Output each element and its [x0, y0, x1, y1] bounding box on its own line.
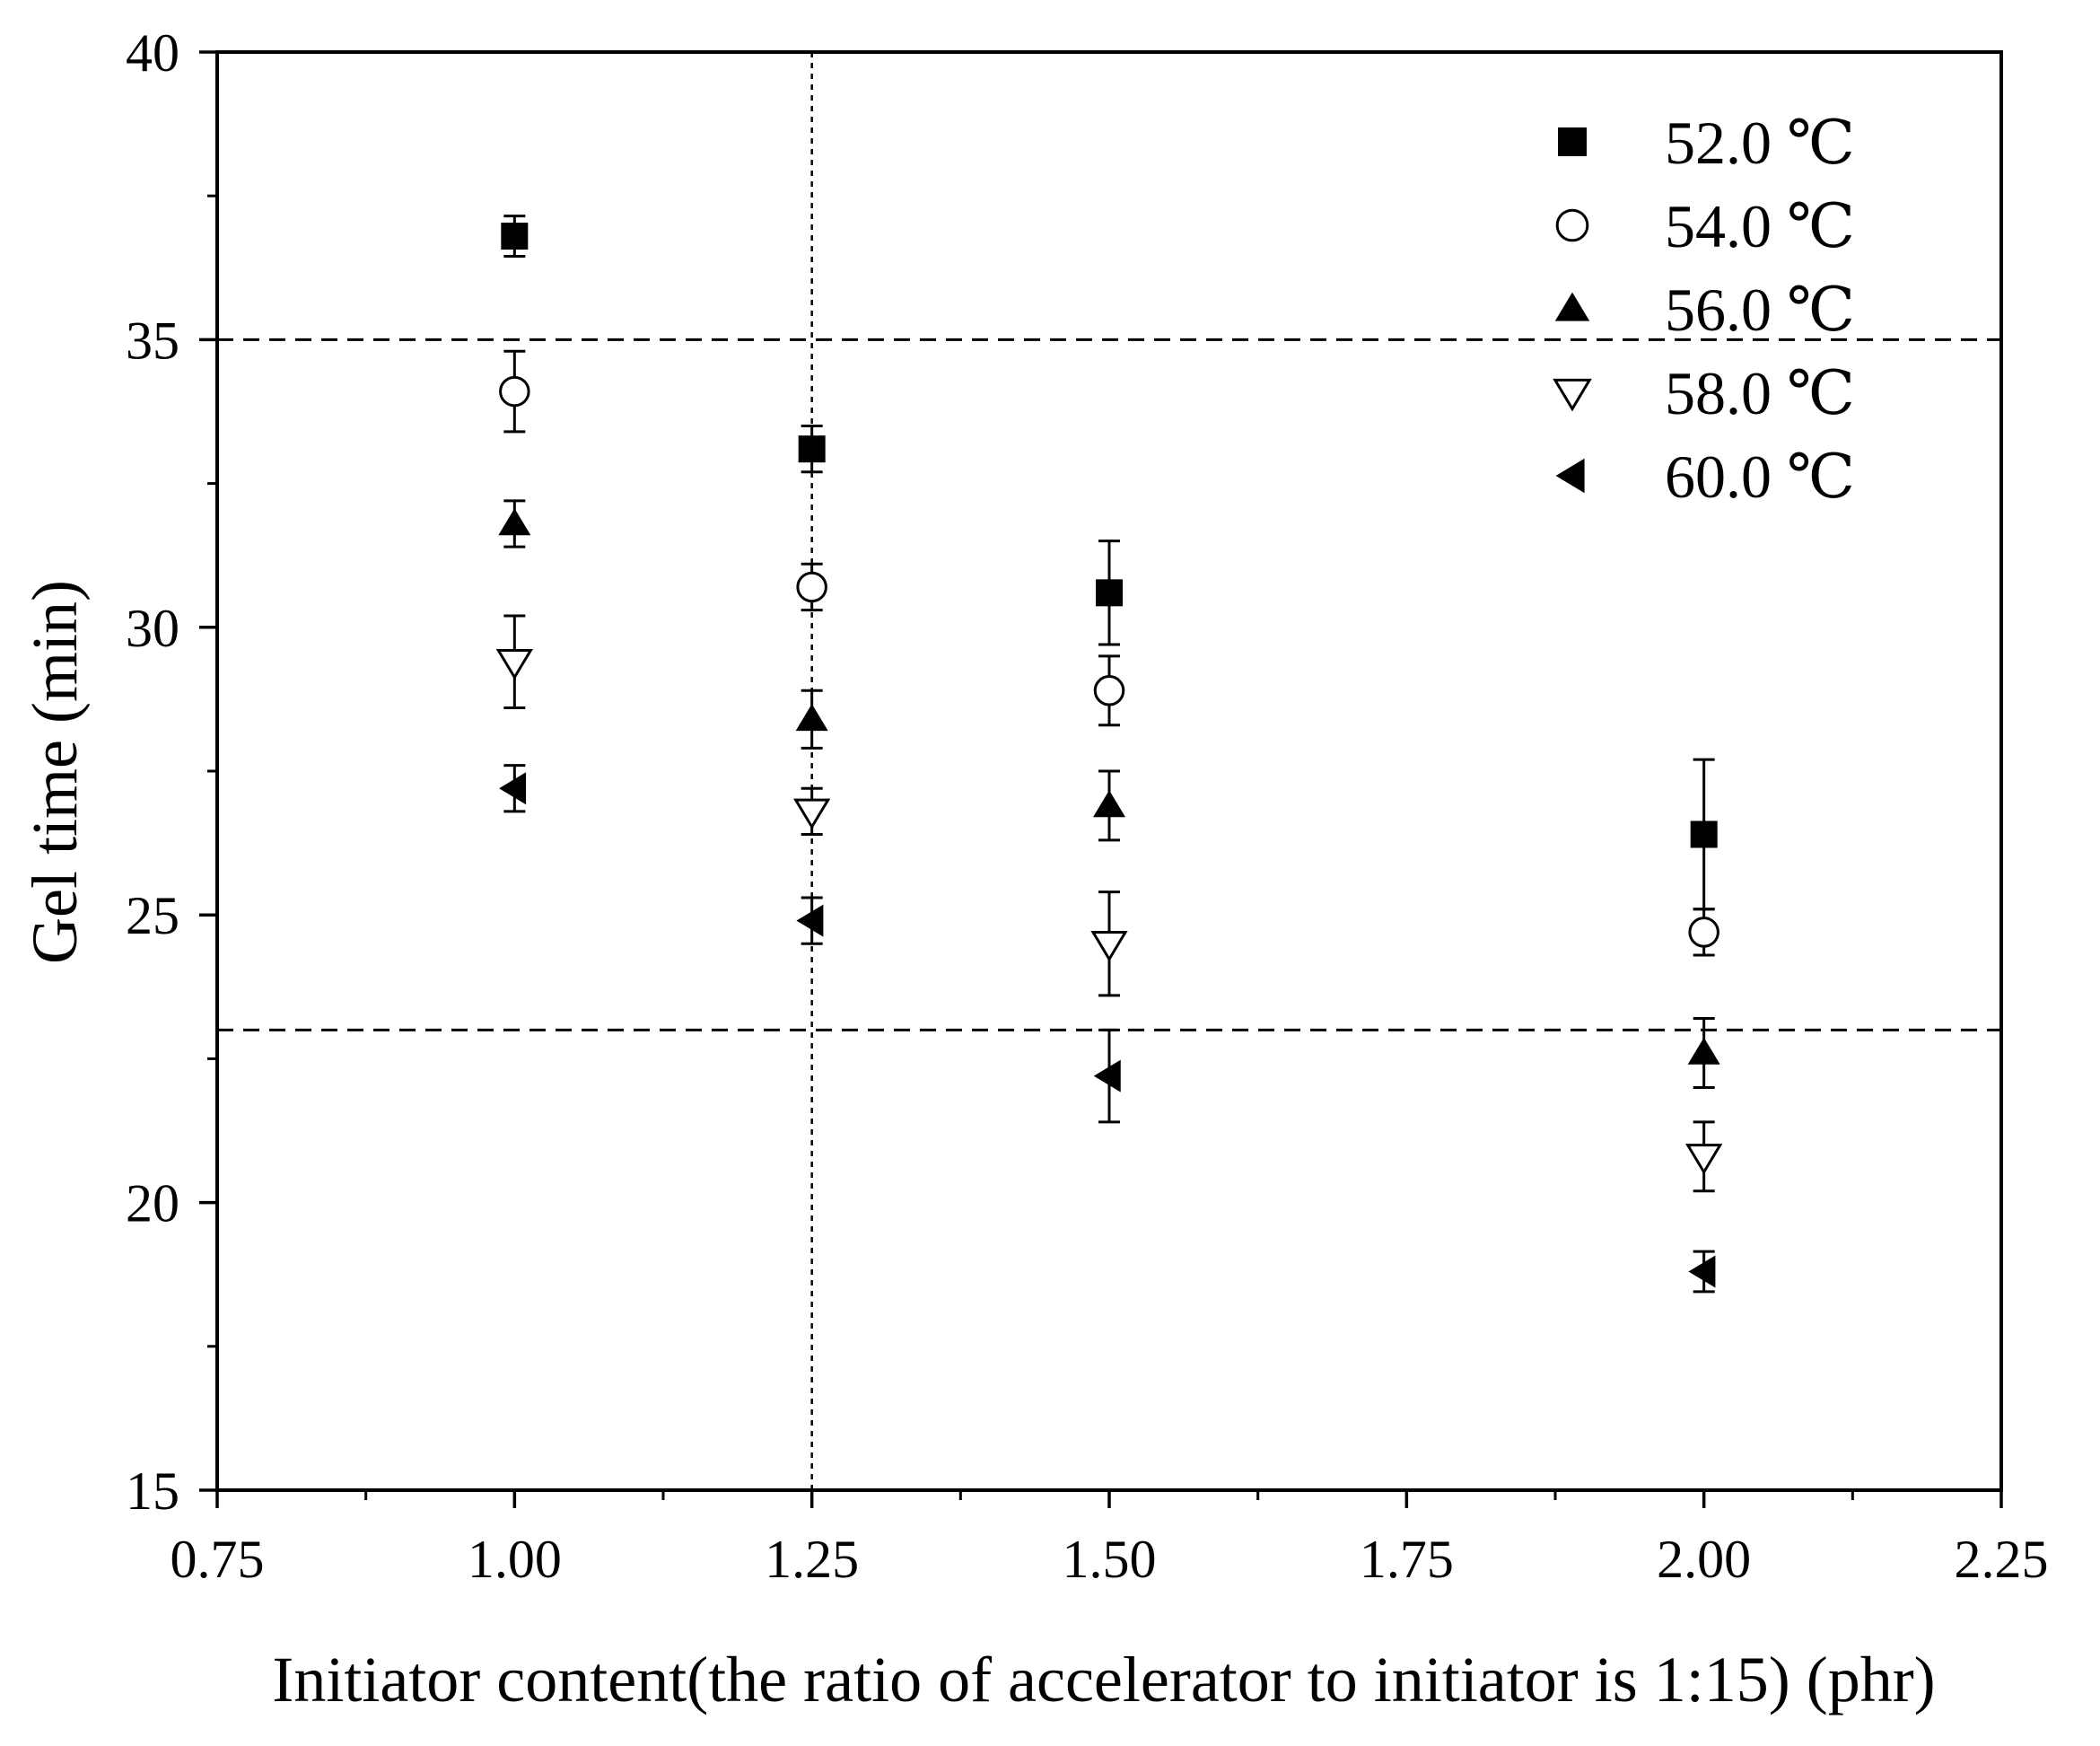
data-point — [1688, 1255, 1716, 1288]
x-tick-label: 0.75 — [171, 1530, 265, 1589]
legend-marker — [1555, 458, 1585, 494]
legend-marker — [1558, 127, 1587, 156]
series-0 — [501, 215, 1718, 911]
x-tick-label: 1.50 — [1063, 1530, 1157, 1589]
series-4 — [499, 764, 1716, 1294]
data-point — [793, 798, 831, 830]
series-2 — [498, 499, 1720, 1089]
legend-label: 52.0 ℃ — [1665, 109, 1855, 177]
legend-marker — [1554, 292, 1590, 321]
y-axis-title: Gel time (min) — [19, 580, 91, 964]
series-1 — [499, 349, 1719, 957]
data-point — [796, 904, 824, 937]
y-tick-label: 20 — [126, 1174, 179, 1233]
legend-entry-1: 54.0 ℃ — [1555, 192, 1855, 260]
data-point — [1690, 820, 1718, 848]
data-point — [795, 704, 828, 732]
series-3 — [495, 614, 1723, 1193]
data-point — [1096, 579, 1123, 607]
legend-entry-4: 60.0 ℃ — [1555, 443, 1855, 511]
y-tick-label: 30 — [126, 599, 179, 658]
data-point — [1090, 930, 1128, 962]
legend-label: 56.0 ℃ — [1665, 276, 1855, 344]
axis-ticks — [199, 50, 2003, 1508]
legend-label: 58.0 ℃ — [1665, 359, 1855, 427]
y-tick-label: 25 — [126, 886, 179, 945]
data-point — [501, 223, 529, 250]
x-tick-label: 1.00 — [468, 1530, 562, 1589]
data-points — [495, 215, 1723, 1294]
legend-marker — [1555, 208, 1589, 242]
data-point — [1687, 1037, 1720, 1065]
data-point — [1093, 1059, 1121, 1092]
data-point — [796, 571, 827, 603]
data-point — [1688, 917, 1719, 948]
legend-entry-2: 56.0 ℃ — [1554, 276, 1855, 344]
legend-entry-0: 52.0 ℃ — [1558, 109, 1855, 177]
legend-marker — [1553, 378, 1592, 412]
y-tick-label: 35 — [126, 311, 179, 370]
y-tick-label: 40 — [126, 23, 179, 83]
legend-label: 60.0 ℃ — [1665, 443, 1855, 511]
legend: 52.0 ℃ 54.0 ℃ 56.0 ℃ 58.0 ℃ 60.0 ℃ — [1553, 109, 1855, 511]
legend-label: 54.0 ℃ — [1665, 192, 1855, 260]
data-point — [495, 648, 533, 680]
x-tick-label: 1.75 — [1360, 1530, 1454, 1589]
plot-frame — [215, 50, 2003, 1492]
data-point — [498, 508, 531, 536]
x-tick-label: 2.25 — [1955, 1530, 2049, 1589]
data-point — [1093, 675, 1125, 706]
data-point — [1685, 1144, 1723, 1175]
tick-labels: 0.75 1.00 1.25 1.50 1.75 2.00 2.25 15 20 25 30 35 40 — [126, 23, 2049, 1589]
data-point — [499, 772, 527, 805]
data-point — [499, 375, 530, 408]
data-point — [1093, 790, 1125, 818]
x-tick-label: 1.25 — [765, 1530, 859, 1589]
data-point — [798, 435, 826, 463]
y-tick-label: 15 — [126, 1461, 179, 1521]
legend-entry-3: 58.0 ℃ — [1553, 359, 1855, 427]
x-axis-title: Initiator content(the ratio of accelerat… — [272, 1644, 1935, 1715]
x-tick-label: 2.00 — [1657, 1530, 1751, 1589]
